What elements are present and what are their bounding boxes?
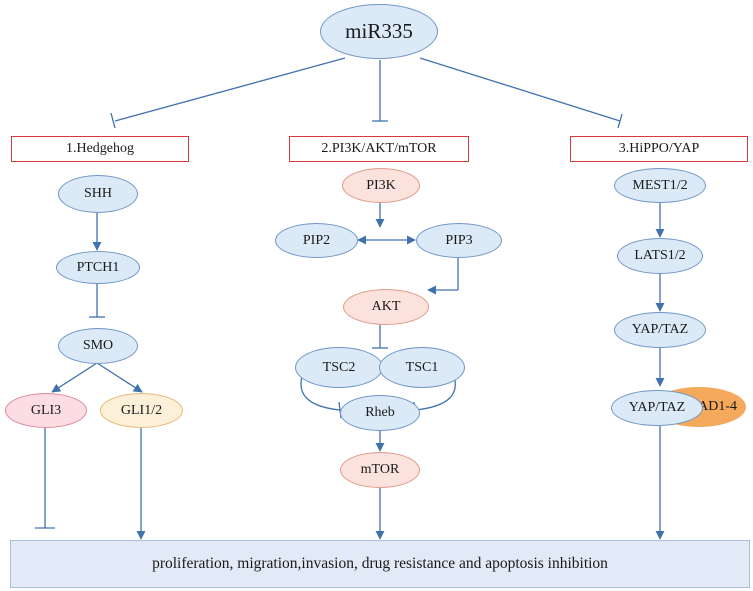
node-pip2: PIP2 [275, 223, 358, 258]
node-lats12: LATS1/2 [617, 238, 703, 274]
node-tsc2: TSC2 [295, 347, 383, 388]
arrow-smo-gli3 [51, 362, 98, 393]
node-gli3: GLI3 [5, 393, 87, 428]
outcome-box: proliferation, migration,invasion, drug … [10, 540, 750, 588]
node-mtor: mTOR [340, 452, 420, 488]
node-pip3: PIP3 [416, 223, 502, 258]
node-shh: SHH [58, 175, 138, 213]
node-pi3k: PI3K [342, 168, 420, 203]
node-mir335: miR335 [320, 4, 438, 59]
node-rheb: Rheb [340, 395, 420, 431]
node-yaptaz-complex: YAP/TAZ [611, 390, 703, 426]
node-gli12: GLI1/2 [100, 393, 183, 428]
arrow-smo-gli12 [96, 362, 143, 393]
pathway-title-pi3k: 2.PI3K/AKT/mTOR [289, 136, 469, 162]
node-tsc1: TSC1 [379, 347, 465, 388]
node-mest12: MEST1/2 [614, 168, 706, 203]
pathway-title-hedgehog: 1.Hedgehog [11, 136, 189, 162]
node-akt: AKT [343, 289, 429, 325]
node-ptch1: PTCH1 [56, 251, 140, 284]
inhibit-hippo [419, 57, 621, 122]
node-yaptaz: YAP/TAZ [614, 312, 706, 348]
node-smo: SMO [58, 328, 138, 364]
inhibit-hedgehog [114, 57, 346, 122]
pathway-title-hippo: 3.HiPPO/YAP [570, 136, 748, 162]
